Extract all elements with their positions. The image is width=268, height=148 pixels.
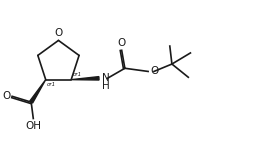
Text: N: N <box>102 73 110 83</box>
Text: O: O <box>54 28 62 38</box>
Text: or1: or1 <box>73 72 82 77</box>
Polygon shape <box>30 80 46 103</box>
Polygon shape <box>71 77 99 80</box>
Text: O: O <box>151 66 159 76</box>
Text: H: H <box>102 81 110 91</box>
Text: O: O <box>118 38 126 48</box>
Text: OH: OH <box>25 121 41 131</box>
Text: or1: or1 <box>47 82 56 87</box>
Text: O: O <box>2 91 10 101</box>
